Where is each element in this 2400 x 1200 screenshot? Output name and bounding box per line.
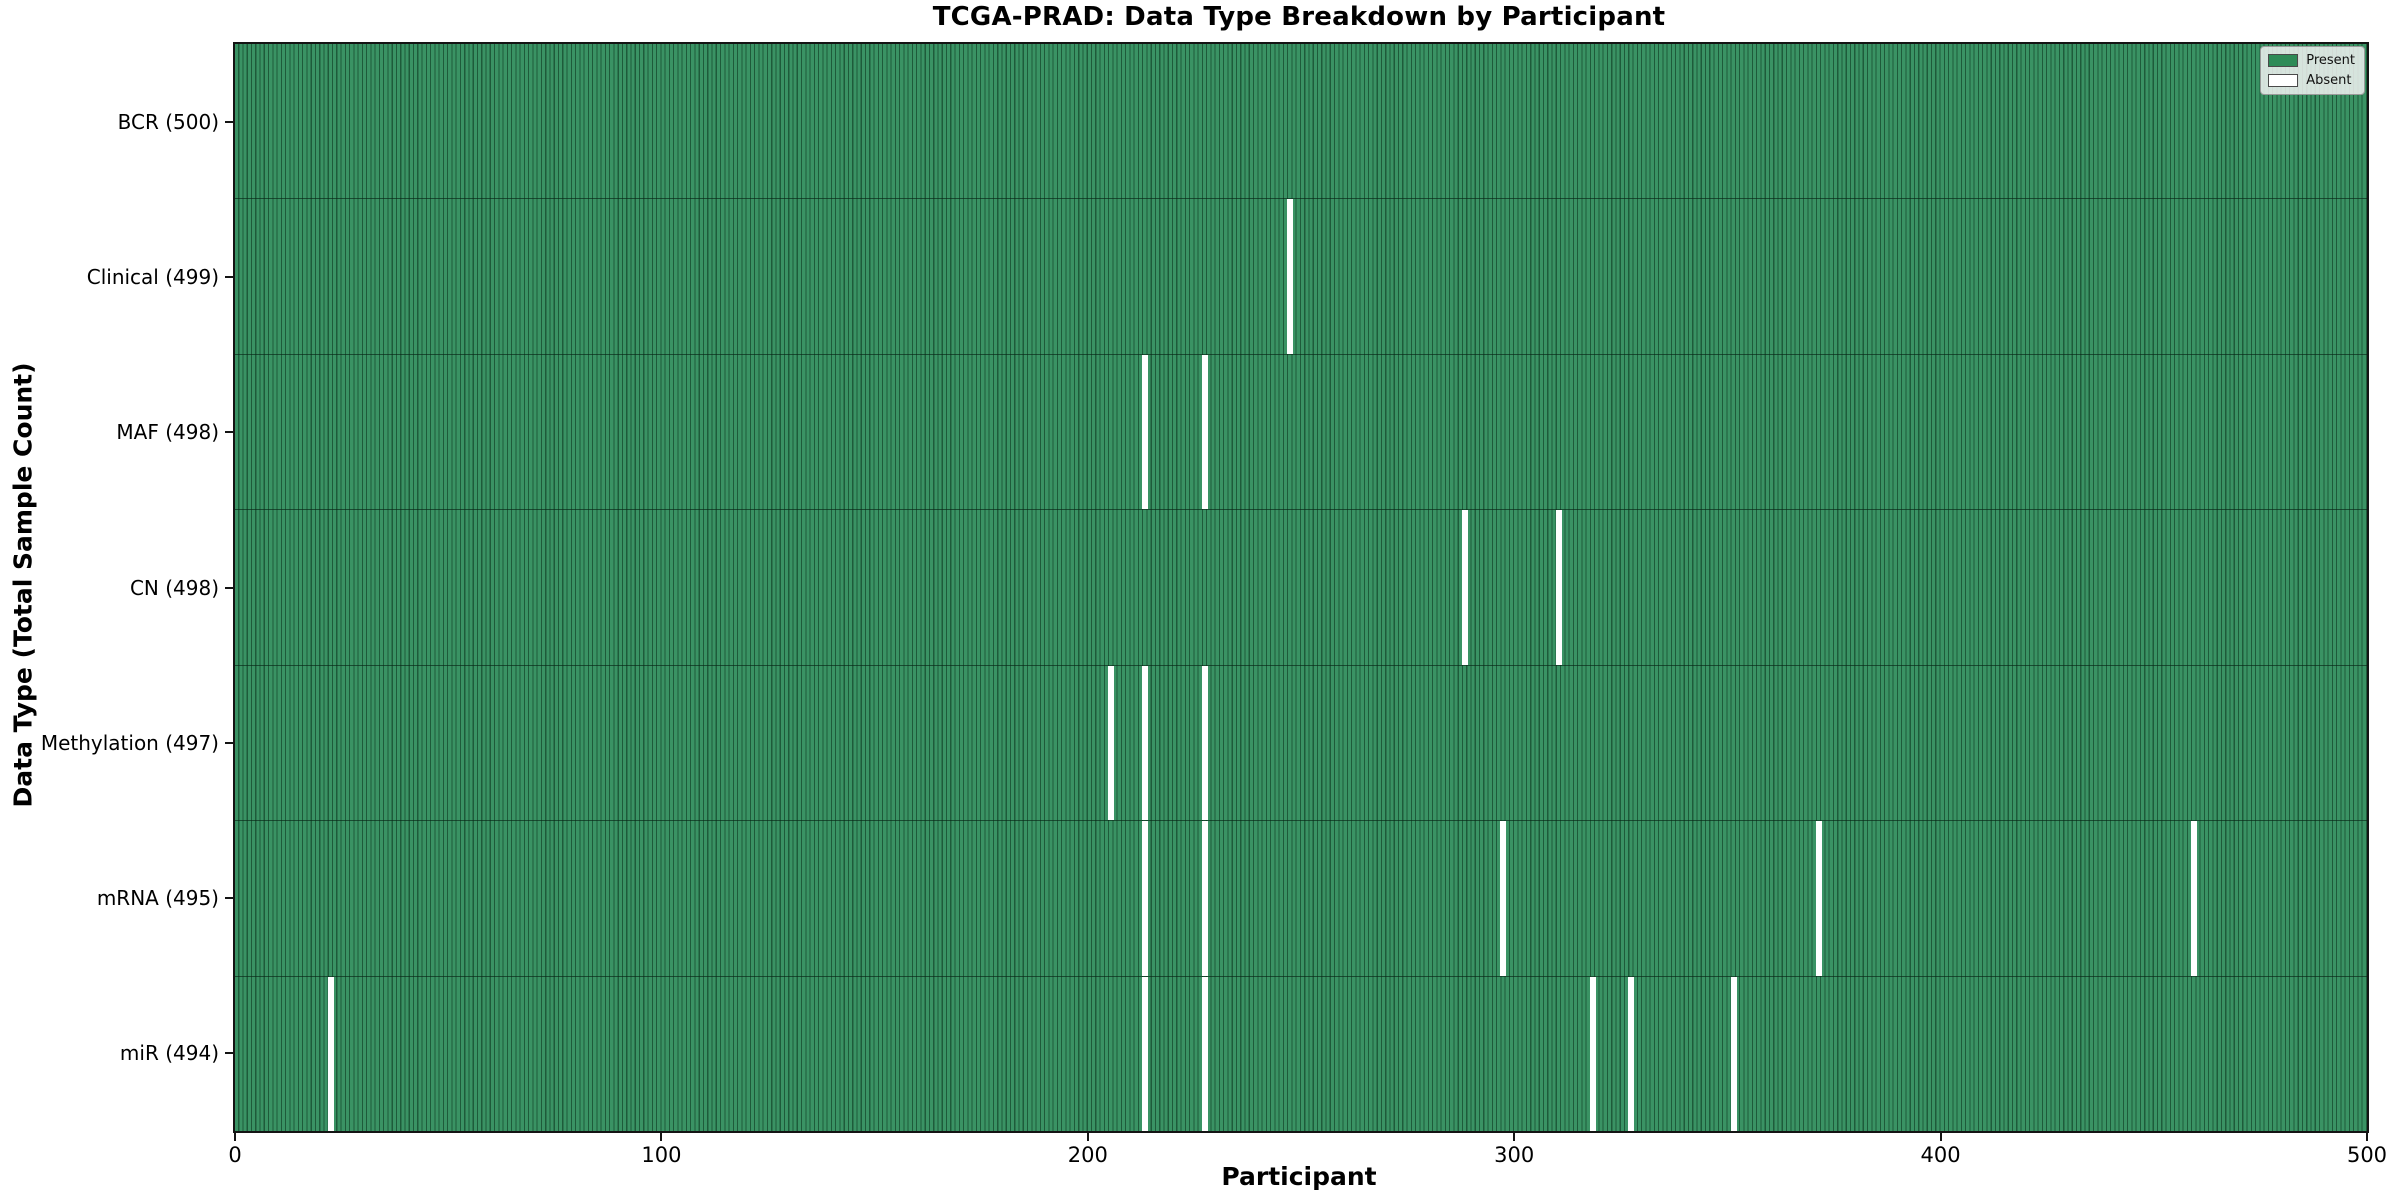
absent-gap bbox=[1108, 665, 1115, 821]
absent-gap bbox=[2191, 821, 2198, 976]
y-tick-label-methylation: Methylation (497) bbox=[40, 730, 219, 755]
x-tick-mark bbox=[1513, 1133, 1516, 1141]
presence-matrix bbox=[235, 44, 2367, 1131]
x-tick-label: 300 bbox=[1494, 1143, 1535, 1167]
x-tick-label: 100 bbox=[641, 1143, 682, 1167]
absent-gap bbox=[1142, 354, 1149, 510]
absent-gap bbox=[1589, 976, 1596, 1131]
row-methylation bbox=[235, 665, 2367, 822]
y-tick-label-maf: MAF (498) bbox=[116, 420, 219, 445]
y-tick-label-mir: miR (494) bbox=[119, 1041, 219, 1066]
y-tick-mark bbox=[225, 431, 233, 434]
y-tick-label-clinical: Clinical (499) bbox=[86, 264, 219, 289]
y-tick-mark bbox=[225, 741, 233, 744]
legend: Present Absent bbox=[2260, 46, 2365, 95]
y-tick-label-mrna: mRNA (495) bbox=[96, 886, 219, 911]
absent-gap bbox=[1815, 821, 1822, 976]
y-tick-label-bcr: BCR (500) bbox=[117, 109, 219, 134]
row-clinical bbox=[235, 199, 2367, 355]
y-tick-label-cn: CN (498) bbox=[129, 575, 219, 600]
absent-gap bbox=[1730, 976, 1737, 1131]
x-tick-mark bbox=[1939, 1133, 1942, 1141]
row-mrna bbox=[235, 821, 2367, 977]
x-tick-mark bbox=[1086, 1133, 1089, 1141]
absent-gap bbox=[327, 976, 334, 1131]
absent-gap bbox=[1201, 821, 1208, 976]
x-axis-label: Participant bbox=[1221, 1162, 1377, 1191]
y-tick-mark bbox=[225, 1052, 233, 1055]
legend-swatch-present bbox=[2268, 54, 2299, 67]
chart-title: TCGA-PRAD: Data Type Breakdown by Partic… bbox=[932, 2, 1666, 32]
absent-gap bbox=[1628, 976, 1635, 1131]
absent-gap bbox=[1201, 665, 1208, 821]
y-tick-mark bbox=[225, 897, 233, 900]
legend-label: Present bbox=[2306, 53, 2355, 68]
y-tick-mark bbox=[225, 120, 233, 123]
plot-area: Present Absent bbox=[233, 42, 2369, 1133]
row-cn bbox=[235, 510, 2367, 666]
x-tick-mark bbox=[2366, 1133, 2368, 1141]
x-tick-label: 500 bbox=[2346, 1143, 2388, 1167]
absent-gap bbox=[1462, 510, 1469, 665]
absent-gap bbox=[1201, 354, 1208, 510]
absent-gap bbox=[1142, 665, 1149, 821]
y-axis-label: Data Type (Total Sample Count) bbox=[8, 362, 38, 808]
absent-gap bbox=[1142, 821, 1149, 976]
x-tick-mark bbox=[660, 1133, 663, 1141]
x-tick-label: 0 bbox=[228, 1143, 242, 1167]
y-tick-mark bbox=[225, 275, 233, 278]
legend-label: Absent bbox=[2306, 73, 2352, 88]
legend-swatch-absent bbox=[2268, 74, 2299, 87]
absent-gap bbox=[1500, 821, 1507, 976]
absent-gap bbox=[1201, 976, 1208, 1131]
absent-gap bbox=[1555, 510, 1562, 665]
row-maf bbox=[235, 354, 2367, 511]
x-tick-label: 200 bbox=[1067, 1143, 1108, 1167]
absent-gap bbox=[1142, 976, 1149, 1131]
y-tick-mark bbox=[225, 586, 233, 589]
legend-entry-absent: Absent bbox=[2268, 73, 2355, 88]
x-tick-label: 400 bbox=[1920, 1143, 1961, 1167]
legend-entry-present: Present bbox=[2268, 53, 2355, 68]
absent-gap bbox=[1287, 199, 1294, 354]
row-bcr bbox=[235, 44, 2367, 200]
row-mir bbox=[235, 976, 2367, 1131]
x-tick-mark bbox=[234, 1133, 236, 1141]
